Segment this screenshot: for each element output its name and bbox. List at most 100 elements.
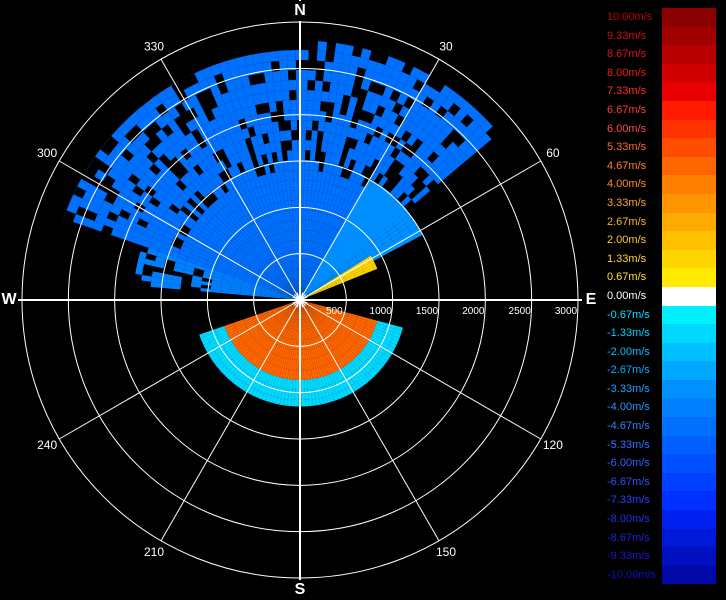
sector-cell	[318, 255, 325, 266]
sector-cell	[289, 318, 294, 329]
sector-cell	[277, 279, 286, 287]
sector-cell	[360, 377, 368, 386]
sector-cell	[380, 203, 391, 214]
sector-cell	[261, 372, 269, 383]
sector-cell	[229, 226, 239, 237]
sector-cell	[386, 209, 397, 220]
sector-cell	[200, 335, 208, 342]
sector-cell	[346, 336, 356, 345]
sector-cell	[330, 228, 338, 239]
sector-cell	[224, 271, 235, 278]
sector-cell	[243, 276, 254, 283]
sector-cell	[374, 326, 386, 333]
sector-cell	[282, 211, 288, 222]
sector-cell	[359, 365, 369, 376]
sector-cell	[400, 118, 412, 131]
sector-cell	[301, 280, 304, 291]
west-label: W	[1, 291, 17, 308]
sector-cell	[240, 205, 249, 217]
sector-cell	[116, 155, 130, 168]
sector-cell	[227, 263, 238, 271]
sector-cell	[251, 210, 260, 222]
sector-cell	[182, 186, 194, 198]
sector-cell	[328, 307, 339, 312]
sector-cell	[380, 235, 392, 245]
sector-cell	[231, 336, 242, 344]
sector-cell	[234, 251, 245, 260]
sector-cell	[210, 340, 222, 349]
sector-cell	[218, 333, 229, 341]
sector-cell	[271, 288, 282, 293]
legend-swatch	[662, 249, 716, 269]
sector-cell	[192, 275, 203, 281]
sector-cell	[311, 210, 316, 222]
sector-cell	[267, 374, 274, 386]
sector-cell	[161, 111, 174, 125]
sector-cell	[201, 280, 212, 286]
sector-cell	[214, 267, 226, 274]
sector-cell	[291, 309, 297, 319]
sector-cell	[253, 260, 263, 269]
sector-cell	[286, 190, 292, 201]
sector-cell	[233, 319, 244, 326]
sector-cell	[282, 368, 287, 379]
sector-cell	[332, 254, 341, 263]
legend-swatch	[662, 175, 716, 194]
sector-cell	[289, 359, 293, 370]
sector-cell	[335, 316, 346, 323]
sector-cell	[357, 223, 367, 234]
sector-cell	[201, 339, 210, 346]
legend-swatch	[662, 231, 716, 250]
sector-cell	[329, 394, 335, 402]
sector-cell	[123, 179, 137, 192]
sector-cell	[129, 155, 142, 168]
sector-cell	[231, 164, 241, 176]
sector-cell	[173, 127, 186, 141]
sector-cell	[312, 347, 318, 358]
sector-cell	[306, 379, 311, 390]
sector-cell	[391, 216, 403, 227]
legend-label: -4.67m/s	[607, 420, 650, 433]
sector-cell	[292, 309, 297, 319]
sector-cell	[341, 177, 349, 189]
sector-cell	[166, 227, 178, 237]
legend-swatch	[662, 547, 716, 566]
sector-cell	[136, 118, 150, 132]
sector-cell	[156, 186, 168, 198]
sector-cell	[350, 204, 359, 216]
sector-cell	[287, 399, 292, 407]
sector-cell	[260, 291, 271, 295]
sector-cell	[311, 130, 318, 141]
sector-cell	[315, 357, 321, 368]
sector-cell	[363, 244, 373, 253]
sector-cell	[378, 232, 389, 242]
sector-cell	[140, 174, 153, 186]
legend-label: 1.33m/s	[607, 252, 647, 265]
sector-cell	[266, 173, 274, 185]
sector-cell	[381, 335, 393, 343]
legend-swatch	[662, 305, 716, 325]
sector-cell	[207, 154, 218, 166]
sector-cell	[350, 217, 359, 228]
sector-cell	[323, 259, 331, 269]
sector-cell	[239, 261, 250, 270]
sector-cell	[318, 306, 329, 311]
sector-cell	[203, 121, 214, 134]
sector-cell	[381, 219, 392, 230]
sector-cell	[286, 348, 291, 359]
sector-cell	[329, 251, 337, 261]
sector-cell	[303, 329, 307, 340]
sector-cell	[350, 360, 360, 370]
sector-cell	[334, 43, 346, 54]
sector-cell	[309, 160, 315, 171]
sector-cell	[302, 270, 306, 281]
sector-cell	[333, 154, 342, 166]
sector-cell	[242, 282, 253, 288]
sector-cell	[310, 316, 318, 326]
sector-cell	[350, 262, 361, 270]
sector-cell	[270, 294, 281, 297]
sector-cell	[323, 121, 332, 133]
sector-cell	[231, 199, 241, 210]
sector-cell	[225, 80, 236, 92]
azimuth-label: 330	[144, 39, 164, 53]
